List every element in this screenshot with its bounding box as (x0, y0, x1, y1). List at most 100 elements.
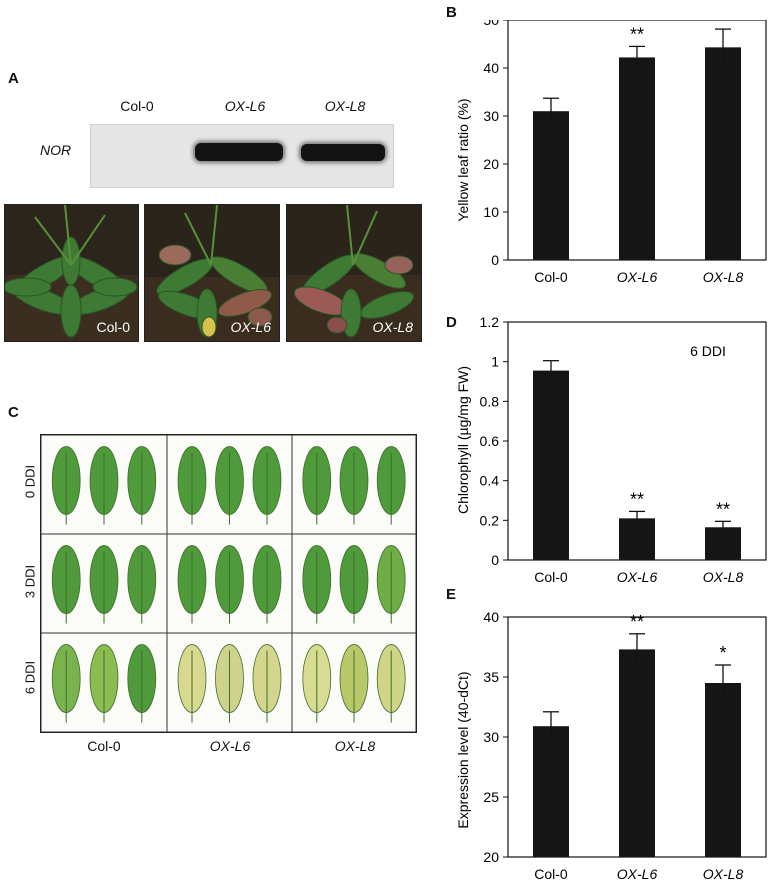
row-label-6ddi: 6 DDI (22, 660, 38, 695)
chart-d-significance: ** (716, 499, 730, 519)
leaf-shape (376, 545, 406, 624)
chart-e-bar (533, 726, 569, 857)
gel-image (90, 124, 394, 188)
plant-photo-oxl6: OX-L6 (144, 204, 280, 342)
plant-photo-col0: Col-0 (4, 204, 139, 342)
chart-d-category-label: OX-L8 (703, 569, 744, 585)
leaf-shape (215, 644, 244, 723)
column-label-col0: Col-0 (87, 738, 121, 754)
leaf-shape (252, 446, 282, 525)
leaf-shape (89, 446, 119, 525)
leaf-shape (51, 545, 81, 624)
chart-b-ytick-label: 20 (483, 156, 499, 172)
chart-d-ytick-label: 0.4 (480, 473, 500, 489)
chart-b-ytick-label: 50 (483, 20, 499, 28)
chart-d-ytick-label: 0.2 (480, 512, 500, 528)
chart-d-bar (533, 370, 569, 560)
chart-e-ytick-label: 30 (483, 729, 499, 745)
leaf-shape (339, 545, 369, 624)
chart-b-category-label: Col-0 (534, 269, 568, 285)
plant-photo-oxl8: OX-L8 (286, 204, 422, 342)
lane-label-oxl8: OX-L8 (324, 98, 366, 114)
leaf-shape (127, 545, 157, 624)
leaf-shape (127, 446, 157, 525)
chart-e-ylabel: Expression level (40-dCt) (455, 671, 471, 828)
panel-e-label: E (446, 586, 457, 603)
chart-b-ylabel: Yellow leaf ratio (%) (455, 98, 471, 221)
leaf-shape (215, 545, 244, 624)
chart-b-bar (533, 111, 569, 260)
plant-caption-oxl8: OX-L8 (372, 319, 413, 335)
leaf-shape (177, 644, 207, 723)
chart-e-category-label: OX-L8 (703, 866, 744, 882)
chart-b-ytick-label: 30 (483, 108, 499, 124)
row-label-0ddi: 0 DDI (22, 464, 38, 499)
leaf-grid-image (40, 434, 417, 733)
chart-d-ytick-label: 1.2 (480, 314, 500, 330)
leaf-shape (376, 446, 406, 525)
chart-b-ytick-label: 0 (491, 252, 499, 268)
row-label-3ddi: 3 DDI (22, 564, 38, 599)
rosette-oxl8-image (287, 205, 421, 341)
chart-b-ytick-label: 40 (483, 60, 499, 76)
column-label-oxl6: OX-L6 (209, 738, 251, 754)
chart-e: Expression level (40-dCt) 20 25 30 35 40 Col-… (455, 609, 767, 882)
chart-b-significance: ** (630, 24, 644, 44)
rosette-col0-image (5, 205, 138, 341)
leaf-shape (51, 644, 81, 723)
plant-caption-col0: Col-0 (96, 319, 130, 335)
chart-e-ytick-label: 40 (483, 609, 499, 625)
chart-d-significance: ** (630, 489, 644, 509)
chart-b-ytick-label: 10 (483, 204, 499, 220)
leaf-shape (302, 446, 332, 525)
chart-d-ylabel: Chlorophyll (µg/mg FW) (455, 366, 471, 514)
chart-e-bar (705, 683, 741, 857)
panel-c-label: C (8, 404, 19, 421)
chart-d-ytick-label: 0.8 (480, 393, 500, 409)
chart-b-bar (705, 47, 741, 260)
gel-band-oxl6 (195, 143, 283, 161)
leaf-shape (376, 644, 406, 723)
chart-e-ytick-label: 25 (483, 789, 499, 805)
leaf-shape (302, 644, 332, 723)
leaf-shape (252, 644, 282, 723)
chart-e-category-label: Col-0 (534, 866, 568, 882)
panel-a-label: A (8, 70, 19, 87)
chart-e-category-label: OX-L6 (617, 866, 658, 882)
leaf-shape (51, 446, 81, 525)
chart-e-ytick-label: 35 (483, 669, 499, 685)
gene-label: NOR (40, 142, 72, 158)
leaf-grid (40, 434, 417, 733)
leaf-shape (339, 446, 369, 525)
chart-b: Yellow leaf ratio (%) 0 10 20 30 40 50 Col-0 **… (455, 20, 767, 285)
panel-d-label: D (446, 314, 457, 331)
chart-d-ytick-label: 0 (491, 552, 499, 568)
chart-d-ytick-label: 0.6 (480, 433, 500, 449)
leaf-shape (177, 545, 207, 624)
leaf-shape (127, 644, 157, 723)
lane-label-col0: Col-0 (120, 98, 154, 114)
leaf-shape (89, 644, 119, 723)
leaf-shape (177, 446, 207, 525)
leaf-shape (89, 545, 119, 624)
chart-e-bar (619, 649, 655, 857)
chart-d-annotation: 6 DDI (690, 343, 726, 359)
leaf-shape (252, 545, 282, 624)
leaf-shape (215, 446, 244, 525)
chart-e-significance: ** (630, 612, 644, 632)
plant-caption-oxl6: OX-L6 (230, 319, 271, 335)
chart-d-category-label: Col-0 (534, 569, 568, 585)
panel-b-label: B (446, 4, 457, 21)
chart-d-ytick-label: 1 (491, 354, 499, 370)
chart-b-category-label: OX-L8 (703, 269, 744, 285)
chart-e-ytick-label: 20 (483, 849, 499, 865)
chart-b-bar (619, 57, 655, 260)
leaf-shape (302, 545, 332, 624)
column-label-oxl8: OX-L8 (334, 738, 376, 754)
chart-b-category-label: OX-L6 (617, 269, 658, 285)
rosette-oxl6-image (145, 205, 279, 341)
chart-e-significance: * (719, 643, 726, 663)
lane-label-oxl6: OX-L6 (224, 98, 266, 114)
gel-band-oxl8 (301, 144, 385, 161)
chart-d-category-label: OX-L6 (617, 569, 658, 585)
